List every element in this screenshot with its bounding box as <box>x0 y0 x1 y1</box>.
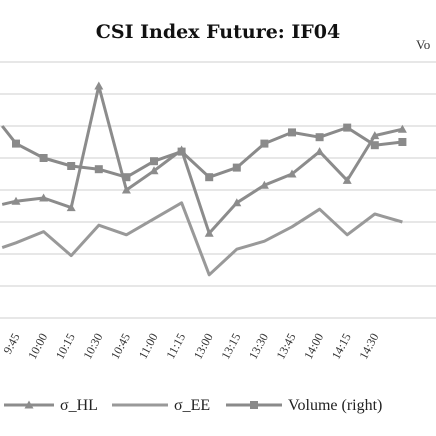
x-tick-label: 11:00 <box>136 331 161 361</box>
legend-label: σ_HL <box>60 397 98 414</box>
series-line <box>1 84 403 235</box>
chart-title: CSI Index Future: IF04 <box>96 21 340 43</box>
data-point <box>66 203 76 212</box>
data-point <box>205 173 214 182</box>
series-group <box>1 81 407 277</box>
series-3 <box>1 123 407 182</box>
x-tick-label: 10:30 <box>80 331 105 362</box>
data-point <box>287 169 297 178</box>
data-point <box>149 166 159 175</box>
series-2 <box>1 201 403 277</box>
x-tick-label: 11:15 <box>163 331 188 361</box>
data-point <box>315 147 325 156</box>
data-point <box>398 138 407 146</box>
series-1 <box>1 81 407 237</box>
x-tick-label: 10:00 <box>25 331 50 362</box>
x-tick-label: 14:00 <box>301 331 326 362</box>
series-line <box>1 201 403 277</box>
data-point <box>12 139 20 148</box>
data-point <box>122 173 131 182</box>
data-point <box>94 165 103 174</box>
legend-item: Volume (right) <box>226 397 382 414</box>
data-point <box>259 180 269 189</box>
legend-marker <box>250 401 258 409</box>
x-tick-label: 13:45 <box>273 331 298 362</box>
x-tick-label: 9:45 <box>0 331 22 356</box>
data-point <box>39 154 48 162</box>
data-point <box>260 139 269 148</box>
data-point <box>94 81 104 90</box>
legend-label: σ_EE <box>174 397 210 414</box>
legend-item: σ_EE <box>112 397 210 414</box>
data-point <box>67 162 76 170</box>
x-tick-label: 10:15 <box>53 331 78 362</box>
legend-label: Volume (right) <box>288 397 382 414</box>
data-point <box>39 193 49 202</box>
x-axis-ticks: 9:45 10:00 10:15 10:30 10:45 11:00 11:15 13:00 1… <box>0 331 381 362</box>
data-point <box>397 124 407 133</box>
x-tick-label: 14:30 <box>356 331 381 362</box>
series-line <box>1 125 403 179</box>
data-point <box>342 175 352 184</box>
data-point <box>204 228 214 237</box>
data-point <box>150 157 158 166</box>
right-axis-label: Vo <box>416 37 430 52</box>
data-point <box>232 198 242 207</box>
data-point <box>11 196 21 205</box>
gridlines <box>0 61 436 319</box>
data-point <box>370 131 380 140</box>
x-tick-label: 10:45 <box>108 331 133 362</box>
legend-marker <box>24 400 34 409</box>
x-tick-label: 14:15 <box>329 331 354 362</box>
data-point <box>315 133 324 142</box>
legend-item: σ_HL <box>4 397 98 414</box>
data-point <box>232 163 241 172</box>
x-tick-label: 13:15 <box>218 331 243 362</box>
data-point <box>370 141 379 150</box>
x-tick-label: 13:30 <box>246 331 271 362</box>
data-point <box>288 128 296 137</box>
data-point <box>343 123 352 132</box>
data-point <box>121 185 131 194</box>
x-tick-label: 13:00 <box>191 331 216 362</box>
legend: σ_HL σ_EE Volume (right) <box>4 397 382 414</box>
data-point <box>177 147 186 156</box>
